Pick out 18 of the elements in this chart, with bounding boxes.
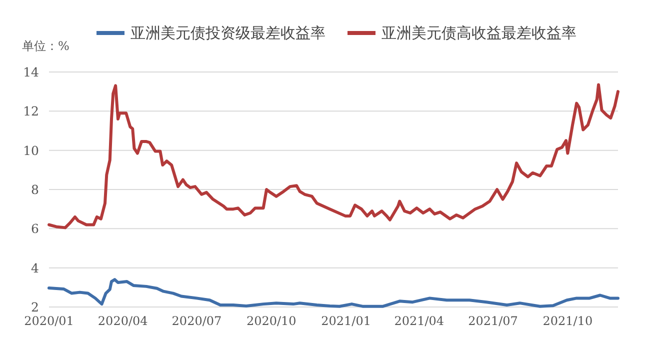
y-tick-label: 14	[23, 64, 40, 80]
x-tick-label: 2020/04	[98, 314, 148, 328]
x-tick-label: 2021/01	[321, 314, 372, 328]
y-tick-label: 6	[31, 221, 40, 236]
y-tick-label: 12	[23, 104, 39, 119]
y-tick-label: 4	[31, 260, 40, 276]
x-tick-label: 2020/07	[172, 314, 222, 328]
legend-label: 亚洲美元债投资级最差收益率	[130, 24, 326, 42]
y-tick-label: 2	[31, 300, 39, 314]
y-axis-title: 单位：%	[22, 39, 70, 53]
x-tick-label: 2021/07	[468, 314, 518, 328]
y-tick-label: 8	[31, 182, 40, 197]
x-tick-label: 2021/04	[394, 314, 444, 328]
legend-label: 亚洲美元债高收益最差收益率	[382, 24, 576, 42]
x-tick-label: 2020/10	[246, 314, 296, 328]
x-tick-label: 2021/10	[542, 314, 593, 328]
y-tick-label: 10	[23, 142, 40, 158]
x-tick-label: 2020/01	[24, 314, 74, 328]
